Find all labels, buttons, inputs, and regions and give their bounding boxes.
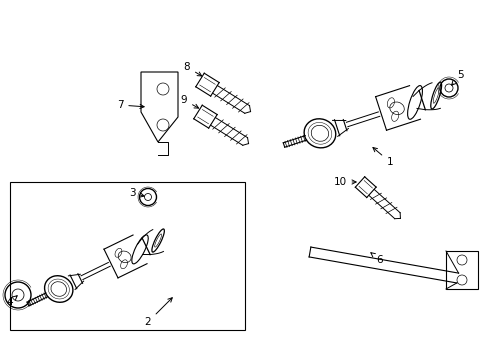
Text: 7: 7: [117, 100, 144, 110]
Text: 10: 10: [333, 177, 355, 187]
Text: 9: 9: [181, 95, 198, 108]
Text: 3: 3: [128, 188, 144, 198]
Text: 5: 5: [451, 70, 464, 85]
Bar: [445, 251, 477, 289]
Text: 4: 4: [7, 296, 17, 307]
Text: 8: 8: [183, 62, 201, 76]
Text: 6: 6: [370, 253, 383, 265]
Text: 1: 1: [372, 148, 392, 167]
Bar: [10, 182, 244, 330]
Text: 2: 2: [144, 298, 172, 327]
